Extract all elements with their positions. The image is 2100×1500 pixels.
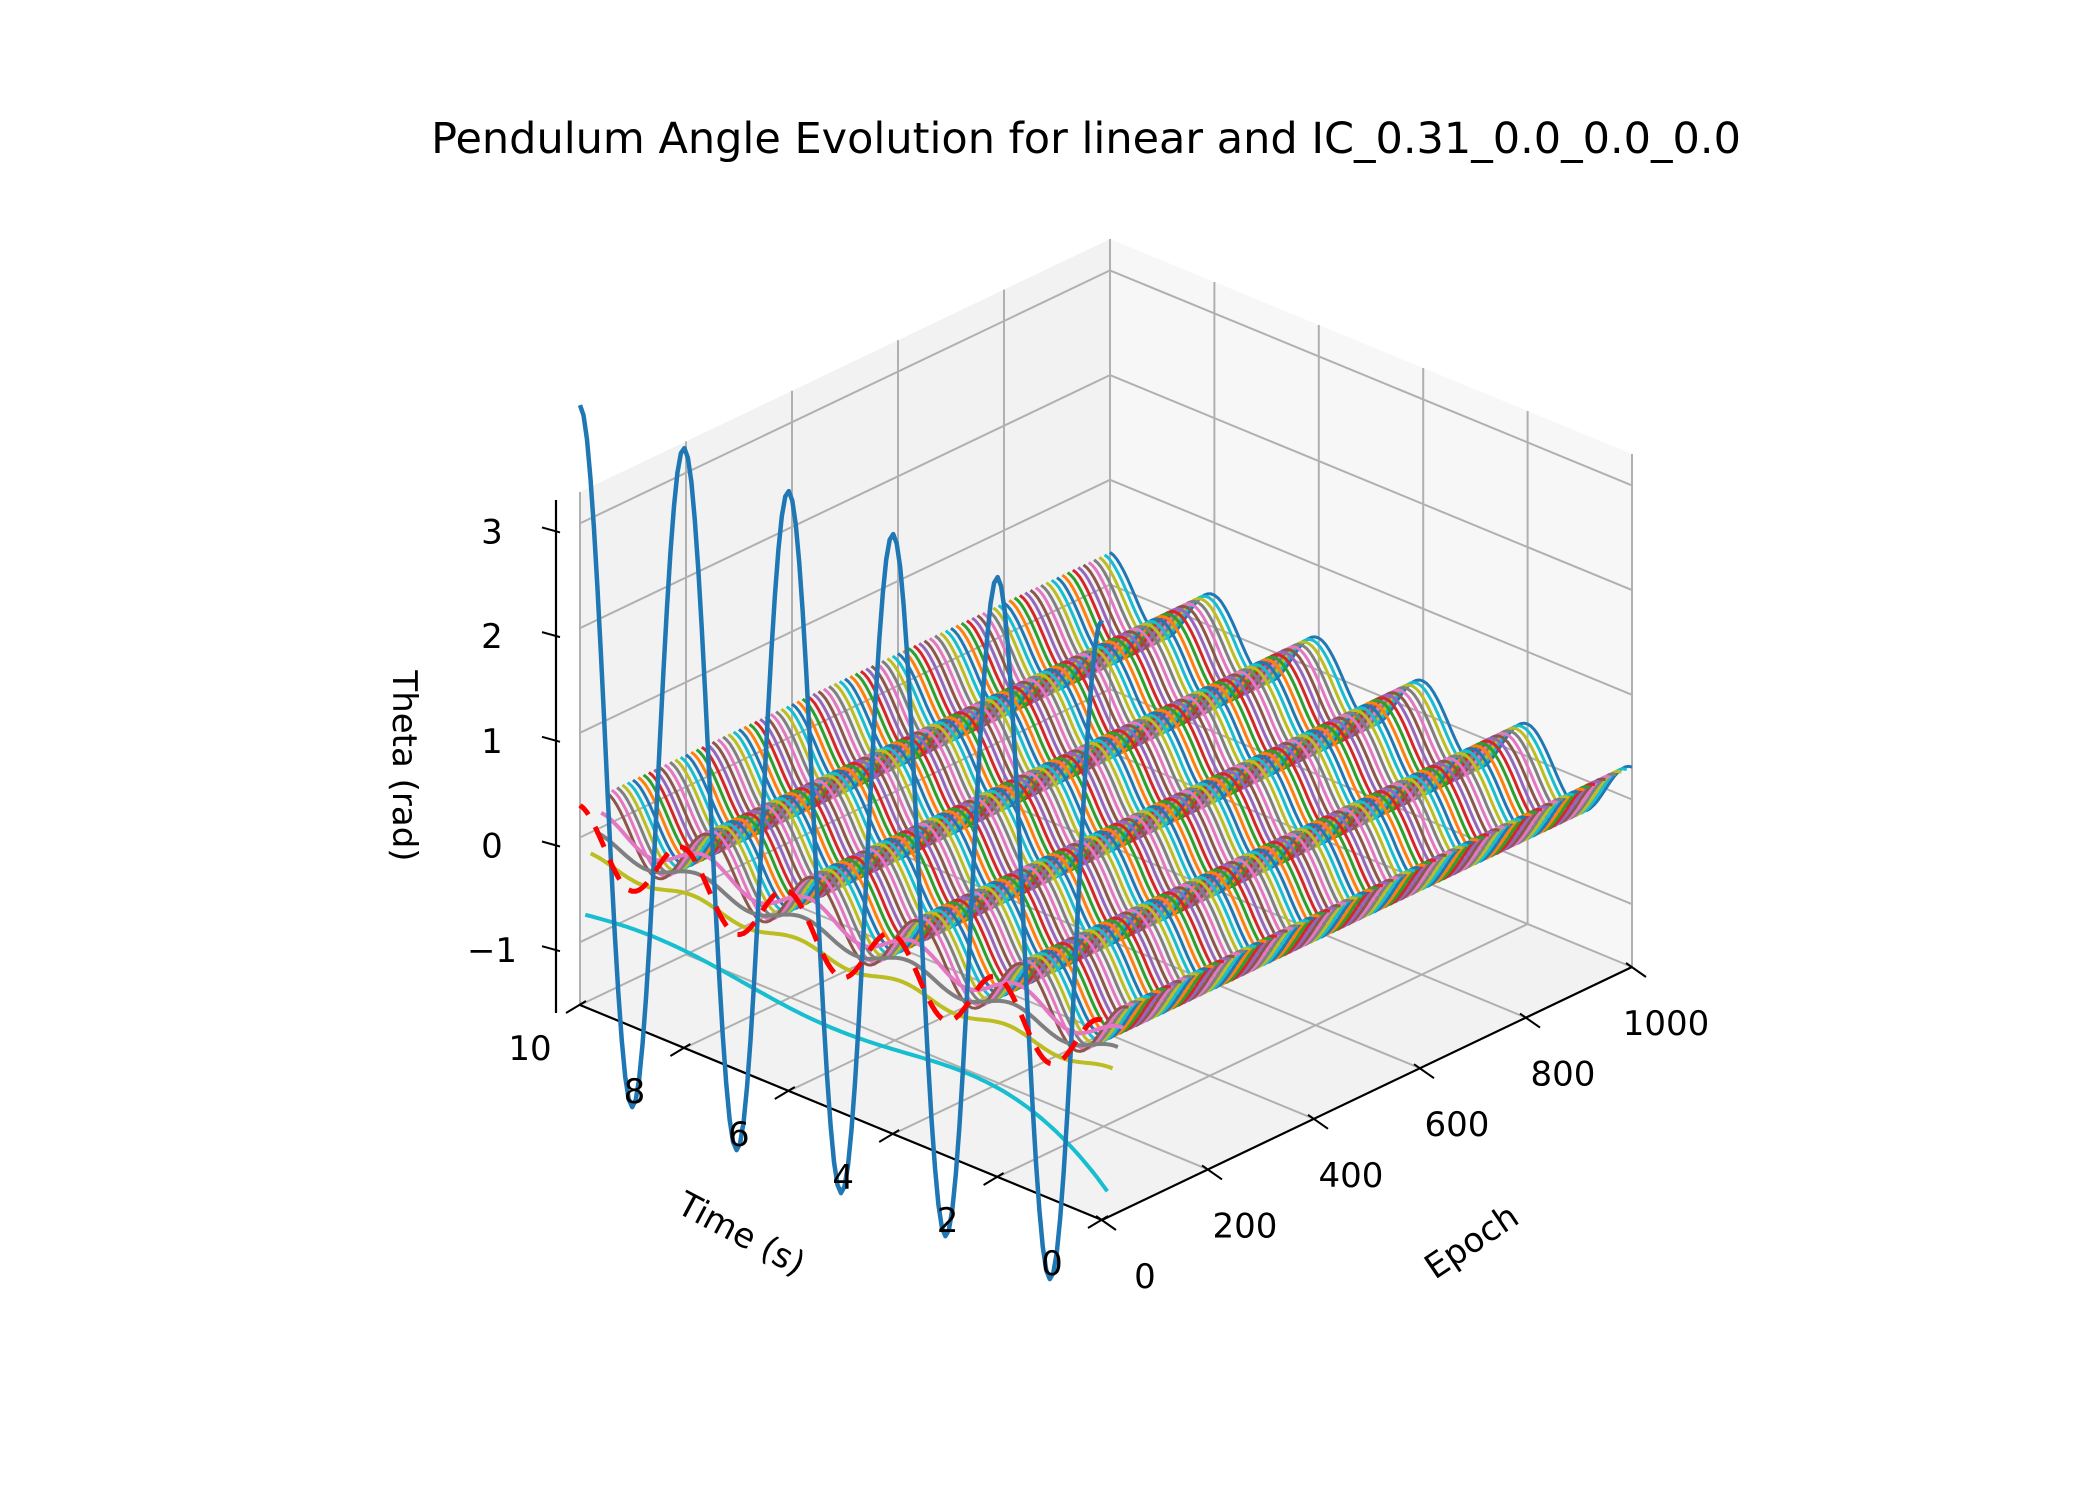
grid-line <box>1109 374 1633 592</box>
axis-lines <box>554 500 1633 1222</box>
y-tick <box>565 1000 587 1014</box>
x-tick <box>1413 1063 1435 1080</box>
z-tick-label: 2 <box>481 617 503 657</box>
grid-line <box>1109 478 1633 696</box>
x-tick <box>1307 1113 1329 1130</box>
grid-line <box>579 688 1111 944</box>
z-tick <box>541 526 561 534</box>
reference-layer <box>578 803 1103 1067</box>
x-tick-label: 600 <box>1425 1105 1490 1145</box>
z-tick <box>541 840 561 848</box>
y-tick <box>983 1172 1005 1186</box>
x-axis-label: Epoch <box>1418 1196 1527 1287</box>
x-tick-label: 200 <box>1213 1206 1278 1246</box>
x-tick-label: 400 <box>1319 1156 1384 1196</box>
z-tick-label: 0 <box>481 826 503 866</box>
y-tick <box>774 1086 796 1100</box>
y-tick-label: 4 <box>832 1158 854 1198</box>
x-tick-label: 0 <box>1134 1257 1156 1297</box>
z-tick-label: 1 <box>481 722 503 762</box>
z-axis-label: Theta (rad) <box>384 669 424 861</box>
z-tick-label: 3 <box>481 512 503 552</box>
z-tick <box>541 735 561 743</box>
y-tick-label: 0 <box>1041 1244 1063 1284</box>
x-axis-line <box>1101 966 1633 1221</box>
series-line <box>594 830 1119 1049</box>
x-tick-label: 800 <box>1531 1055 1596 1095</box>
grid-line <box>579 269 1111 525</box>
x-tick <box>1519 1012 1541 1029</box>
chart-title: Pendulum Angle Evolution for linear and … <box>431 114 1741 164</box>
reference-line <box>578 803 1103 1067</box>
grid-line <box>1109 269 1633 487</box>
x-tick <box>1095 1215 1117 1231</box>
y-axis-label: Time (s) <box>670 1184 812 1285</box>
axis-ticks: 0 200 400 600 800 1000 0 2 4 6 8 10 −1 0 1 2 3 <box>467 512 1709 1297</box>
series-layer <box>577 404 1633 1282</box>
grid-line <box>579 478 1111 734</box>
y-tick <box>878 1129 900 1143</box>
series-line <box>610 788 1135 1051</box>
z-tick <box>541 631 561 639</box>
x-tick <box>1625 962 1647 978</box>
y-tick-label: 10 <box>508 1029 551 1069</box>
y-axis-line <box>579 1003 1103 1222</box>
series-line <box>584 912 1109 1193</box>
y-tick-label: 6 <box>728 1115 750 1155</box>
grid-line <box>685 953 1209 1171</box>
x-tick <box>1201 1164 1223 1181</box>
y-tick-label: 8 <box>624 1072 646 1112</box>
y-tick <box>669 1043 691 1057</box>
z-tick <box>541 945 561 953</box>
series-line <box>577 404 1104 1282</box>
y-tick-label: 2 <box>937 1201 959 1241</box>
x-tick-label: 1000 <box>1623 1004 1710 1044</box>
series-line <box>605 791 1129 1053</box>
z-tick-label: −1 <box>467 931 517 971</box>
grid-line <box>997 923 1529 1178</box>
y-tick <box>1087 1215 1109 1229</box>
